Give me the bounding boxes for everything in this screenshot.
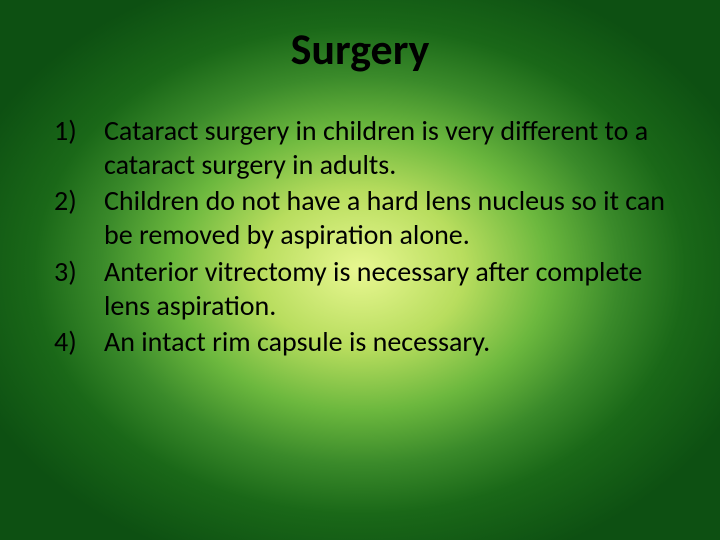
slide-title: Surgery — [48, 22, 672, 76]
list-item: Children do not have a hard lens nucleus… — [48, 184, 672, 252]
list-item: Anterior vitrectomy is necessary after c… — [48, 255, 672, 323]
list-item: Cataract surgery in children is very dif… — [48, 114, 672, 182]
list-item: An intact rim capsule is necessary. — [48, 325, 672, 359]
slide: Surgery Cataract surgery in children is … — [0, 0, 720, 540]
bullet-list: Cataract surgery in children is very dif… — [48, 114, 672, 359]
